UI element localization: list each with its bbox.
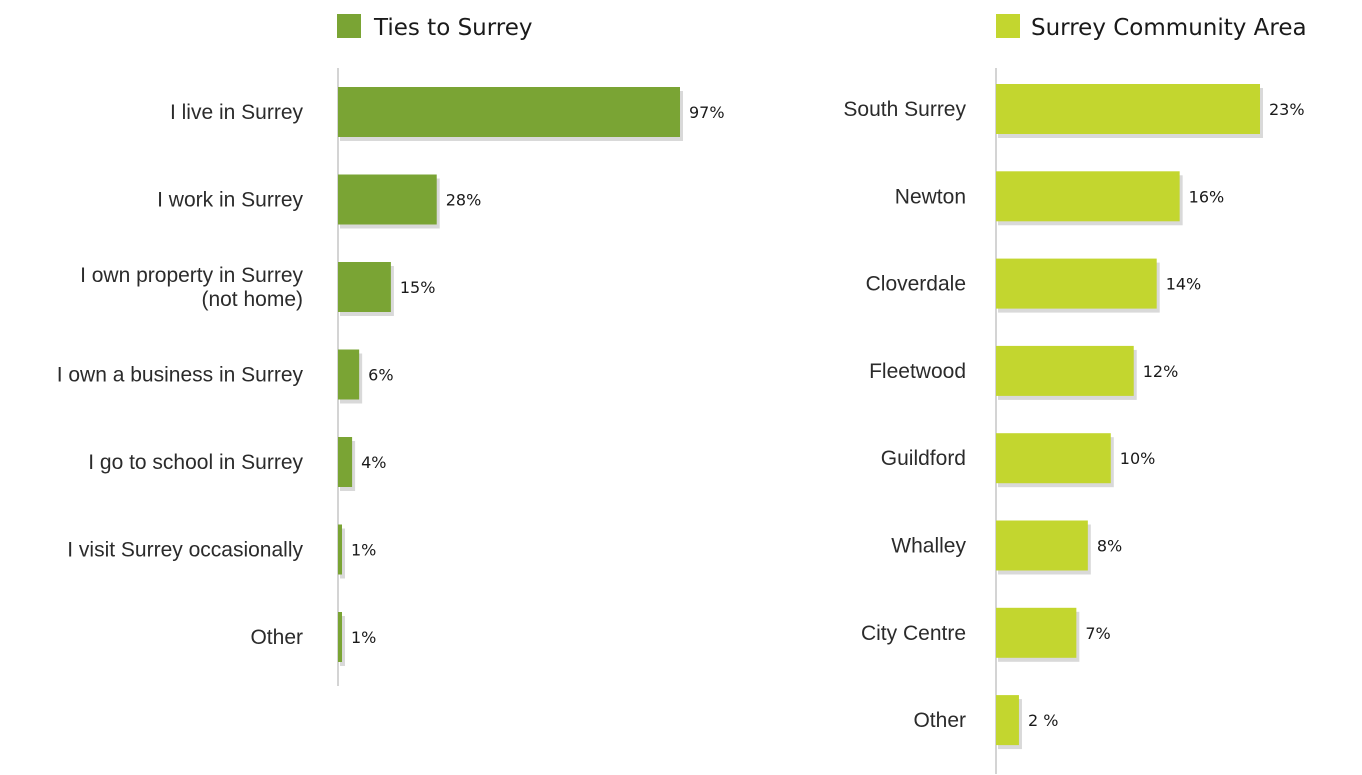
legend-swatch-ties (337, 14, 361, 38)
chart0-item-5-bar (338, 524, 342, 575)
chart1-item-0-value-label: 23% (1269, 100, 1305, 119)
chart0-item-0-category-label: I live in Surrey (170, 101, 304, 124)
chart1-item-3-category-label: Fleetwood (869, 360, 966, 383)
chart1-item-3-value-label: 12% (1143, 362, 1179, 381)
chart0-item-2-bar (338, 262, 391, 312)
chart1-item-5-value-label: 8% (1097, 537, 1122, 556)
bars-ties: 97% I live in Surrey 28% I work in Surrey 15… (57, 87, 725, 666)
chart1-item-6-bar (996, 607, 1077, 658)
legend-swatch-community (996, 14, 1020, 38)
legend-label-community: Surrey Community Area (1031, 15, 1307, 41)
chart1-item-0-category-label: South Surrey (843, 98, 966, 121)
chart1-item-5-bar (996, 520, 1088, 571)
chart1-item-4-bar (996, 433, 1111, 484)
chart0-item-3-value-label: 6% (368, 366, 393, 385)
chart0-item-4-category-label: I go to school in Surrey (88, 451, 303, 474)
chart0-item-3-bar (338, 349, 360, 400)
chart1-item-0-bar (996, 84, 1260, 134)
ties-to-surrey-chart: Ties to Surrey 97% I live in Surrey 28% I w… (57, 14, 725, 686)
chart0-item-2-category-label: I own property in Surrey (not home) (80, 264, 303, 311)
chart0-item-1-category-label: I work in Surrey (157, 189, 303, 212)
chart1-item-2-bar (996, 258, 1157, 309)
chart0-item-5-category-label: I visit Surrey occasionally (67, 539, 303, 562)
chart0-item-6-bar-shadow (340, 616, 345, 666)
bars-community: 23% South Surrey 16% Newton 14% Cloverdale 12%… (843, 84, 1305, 750)
chart1-item-5-category-label: Whalley (891, 535, 966, 558)
chart0-item-1-value-label: 28% (446, 191, 482, 210)
chart1-item-7-bar (996, 695, 1019, 746)
chart0-item-1-bar (338, 174, 437, 225)
chart0-item-4-value-label: 4% (361, 453, 386, 472)
chart1-item-4-category-label: Guildford (881, 447, 966, 470)
community-area-chart: Surrey Community Area 23% South Surrey 16%… (843, 14, 1307, 774)
chart0-item-6-value-label: 1% (351, 628, 376, 647)
chart1-item-1-bar (996, 171, 1180, 222)
chart0-item-3-category-label: I own a business in Surrey (57, 364, 304, 387)
chart0-item-5-value-label: 1% (351, 541, 376, 560)
chart1-item-3-bar (996, 345, 1134, 396)
chart1-item-4-value-label: 10% (1120, 449, 1156, 468)
chart1-item-7-category-label: Other (913, 709, 966, 732)
chart0-item-6-bar (338, 612, 342, 662)
chart0-item-4-bar (338, 437, 353, 487)
chart1-item-1-value-label: 16% (1189, 187, 1225, 206)
chart1-item-2-category-label: Cloverdale (866, 273, 966, 296)
chart0-item-2-value-label: 15% (400, 278, 436, 297)
legend-label-ties: Ties to Surrey (373, 15, 533, 41)
chart1-item-1-category-label: Newton (895, 185, 966, 208)
chart0-item-0-bar (338, 87, 680, 137)
chart0-item-0-value-label: 97% (689, 103, 725, 122)
chart1-item-2-value-label: 14% (1166, 275, 1202, 294)
chart1-item-7-value-label: 2 % (1028, 711, 1058, 730)
chart0-item-6-category-label: Other (250, 626, 303, 649)
chart0-item-5-bar-shadow (340, 528, 345, 579)
chart1-item-6-category-label: City Centre (861, 622, 966, 645)
chart1-item-6-value-label: 7% (1085, 624, 1110, 643)
